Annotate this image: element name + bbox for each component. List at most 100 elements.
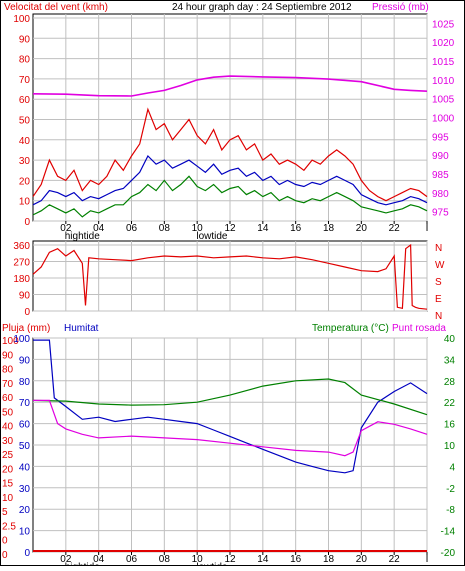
rain-tick-label: 70 [2, 379, 14, 390]
wind-panel-xtick-label: 22 [389, 223, 401, 234]
rain-tick-label: 15 [2, 479, 14, 490]
rain-tick-label: 10 [2, 493, 14, 504]
climate-panel-xtick-label: 06 [126, 554, 138, 565]
rain-tick-label: 2.5 [2, 521, 16, 532]
rain-tick-label: 60 [2, 393, 14, 404]
wind-panel-xtick-label: 18 [323, 223, 335, 234]
humidity-tick-label: 20 [19, 505, 31, 516]
direction-tick-label: 0 [24, 307, 30, 318]
direction-tick-label: 90 [19, 291, 31, 302]
dewpoint-axis-title: Punt rosada [392, 323, 446, 334]
pressure-axis-title: Pressió (mb) [372, 2, 429, 13]
wind-panel-xtick-label: 14 [257, 223, 269, 234]
rain-tick-label: 100 [2, 336, 19, 347]
direction-compass-label: W [435, 260, 445, 271]
wind-tick-label: 80 [19, 55, 31, 66]
wind_max-line [32, 107, 428, 202]
rain-tick-label: 40 [2, 422, 14, 433]
temperature-tick-label: -14 [441, 527, 456, 538]
rain-tick-label: 0 [2, 536, 8, 547]
humidity-tick-label: 50 [19, 441, 31, 452]
wind-panel-xtick-label: 12 [224, 223, 236, 234]
rain-tick-label: 90 [2, 350, 14, 361]
humidity-tick-label: 10 [19, 527, 31, 538]
humidity-tick-label: 90 [19, 355, 31, 366]
wind-tick-label: 0 [24, 217, 30, 228]
direction-compass-label: E [435, 294, 442, 305]
wind-panel-xtick-label: 16 [290, 223, 302, 234]
wind-panel-lowtide-label: lowtide [196, 231, 228, 242]
wind-panel-xtick-label: 02 [60, 223, 72, 234]
humidity-tick-label: 60 [19, 420, 31, 431]
rain-tick-label: 5 [2, 507, 8, 518]
direction-compass-label: N [435, 311, 442, 322]
pressure-tick-label: 1010 [432, 76, 455, 87]
climate-panel-lowtide-label: lowtide [196, 562, 228, 566]
wind-panel-xtick-label: I [426, 223, 429, 234]
wind-panel-xtick-label: 10 [192, 223, 204, 234]
direction-tick-label: 180 [13, 274, 30, 285]
wind-tick-label: 90 [19, 34, 31, 45]
direction-tick-label: 270 [13, 258, 30, 269]
direction-tick-label: 360 [13, 241, 30, 252]
pressure-tick-label: 975 [432, 208, 449, 219]
pressure-tick-label: 1005 [432, 95, 455, 106]
temperature-tick-label: 16 [444, 420, 456, 431]
climate-panel-xtick-label: 08 [159, 554, 171, 565]
temperature-line [32, 378, 428, 416]
wind_avg-line [32, 154, 428, 206]
humidity-line [33, 339, 428, 474]
rain-axis-title: Pluja (mm) [2, 323, 50, 334]
wind-tick-label: 40 [19, 136, 31, 147]
wind-panel-hightide-label: hightide [65, 231, 100, 242]
direction-compass-label: N [435, 243, 442, 254]
temperature-tick-label: -8 [446, 505, 455, 516]
rain-tick-label: 20 [2, 464, 14, 475]
pressure-tick-label: 1015 [432, 57, 455, 68]
temperature-tick-label: -2 [446, 484, 455, 495]
rain-tick-label: 25 [2, 450, 14, 461]
climate-panel-hightide-label: hightide [65, 562, 100, 566]
humidity-tick-label: 0 [24, 548, 30, 559]
wind-tick-label: 20 [19, 176, 31, 187]
climate-panel-xtick-label: 12 [224, 554, 236, 565]
pressure-line [32, 75, 428, 97]
pressure-tick-label: 995 [432, 132, 449, 143]
temperature-tick-label: 22 [444, 398, 456, 409]
climate-panel-xtick-label: I [426, 554, 429, 565]
chart-panels: 0102030405060708090100975980985990995100… [2, 13, 456, 571]
climate-panel-xtick-label: 20 [356, 554, 368, 565]
wind_min-line [32, 175, 428, 218]
temperature-tick-label: 40 [444, 334, 456, 345]
humidity-tick-label: 40 [19, 462, 31, 473]
humidity-tick-label: 30 [19, 484, 31, 495]
wind-panel-xtick-label: 06 [126, 223, 138, 234]
climate-panel-xtick-label: 10 [192, 554, 204, 565]
humidity-tick-label: 70 [19, 398, 31, 409]
climate-panel-xtick-label: 18 [323, 554, 335, 565]
wind-tick-label: 70 [19, 75, 31, 86]
pressure-tick-label: 1000 [432, 114, 455, 125]
wind-tick-label: 10 [19, 197, 31, 208]
wind-tick-label: 30 [19, 156, 31, 167]
temperature-tick-label: 28 [444, 377, 456, 388]
temperature-tick-label: 34 [444, 355, 456, 366]
humidity-tick-label: 80 [19, 377, 31, 388]
climate-panel-xtick-label: 16 [290, 554, 302, 565]
climate-panel-xtick-label: 14 [257, 554, 269, 565]
temperature-axis-title: Temperatura (°C) [312, 323, 389, 334]
wind-axis-title: Velocitat del vent (kmh) [4, 2, 108, 13]
wind-panel-xtick-label: 04 [93, 223, 105, 234]
direction-compass-label: S [435, 277, 442, 288]
climate-panel-xtick-label: 04 [93, 554, 105, 565]
rain-tick-label: 0 [2, 550, 8, 561]
pressure-tick-label: 1025 [432, 19, 455, 30]
rain-tick-label: 30 [2, 436, 14, 447]
temperature-tick-label: -20 [441, 548, 456, 559]
humidity-tick-label: 100 [13, 334, 30, 345]
wind-panel-xtick-label: 20 [356, 223, 368, 234]
pressure-tick-label: 985 [432, 170, 449, 181]
climate-panel-xtick-label: 02 [60, 554, 72, 565]
wind-panel-xtick-label: 08 [159, 223, 171, 234]
